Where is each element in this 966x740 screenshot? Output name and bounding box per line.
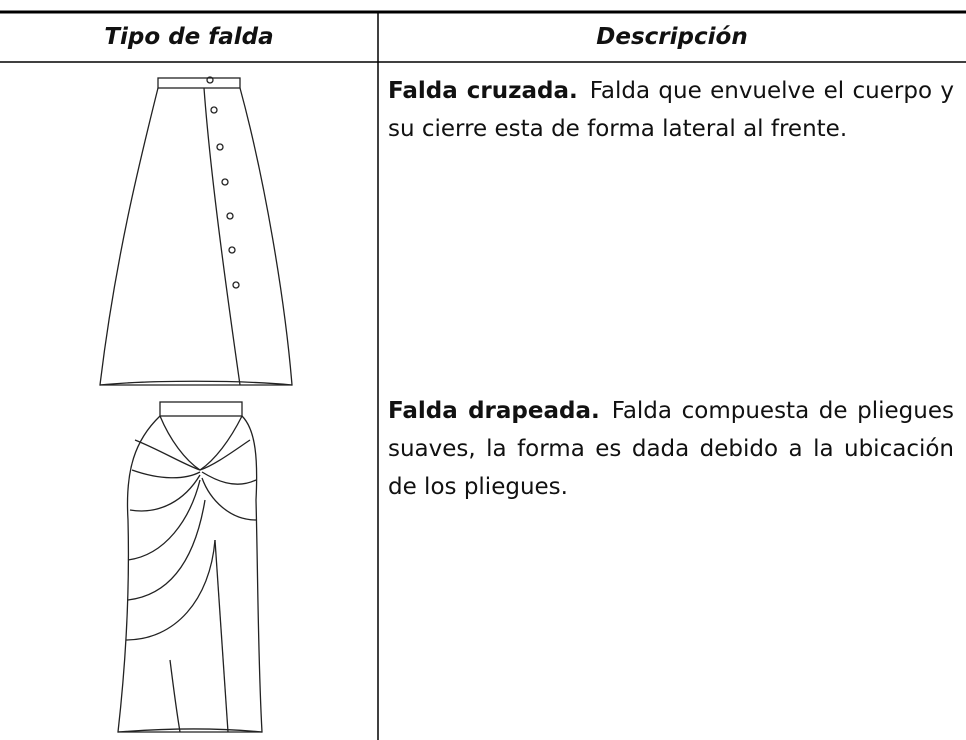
header-cell: Tipo de falda: [104, 24, 274, 50]
skirt-name: Falda cruzada.: [388, 78, 578, 104]
skirt-name: Falda drapeada.: [388, 398, 600, 424]
skirt-cruzada: [99, 76, 293, 386]
description-cell: Falda drapeada. Falda compuesta de pliegu…: [388, 392, 954, 506]
header-cell: Descripción: [596, 24, 748, 50]
description-cell: Falda cruzada. Falda que envuelve el cuer…: [388, 72, 954, 148]
skirt-description: Falda que envuelve el cuerpo y su cierre…: [388, 78, 954, 142]
skirt-description: Falda compuesta de pliegues suaves, la f…: [388, 398, 954, 500]
skirt-drapeada: [117, 401, 263, 733]
